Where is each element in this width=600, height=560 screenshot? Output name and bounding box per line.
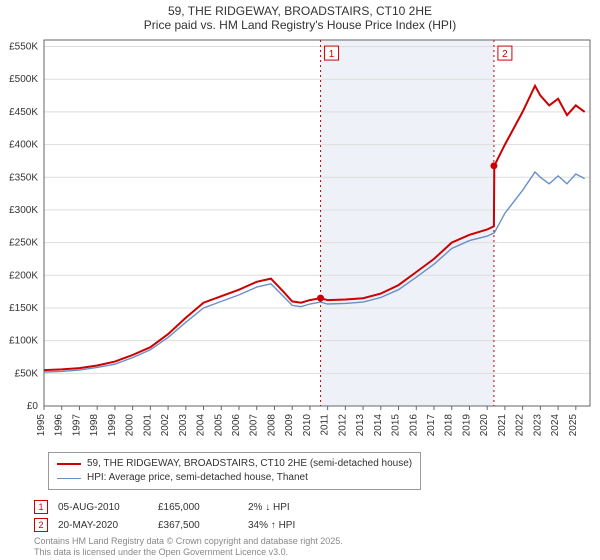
- legend-label: HPI: Average price, semi-detached house,…: [87, 471, 308, 485]
- y-tick-label: £550K: [9, 42, 38, 53]
- x-tick-label: 2007: [249, 414, 260, 436]
- marker-dot: [490, 162, 497, 169]
- y-tick-label: £350K: [9, 172, 38, 183]
- x-tick-label: 1996: [54, 414, 65, 436]
- attribution: Contains HM Land Registry data © Crown c…: [34, 536, 343, 558]
- x-tick-label: 2009: [284, 414, 295, 436]
- x-tick-label: 2017: [426, 414, 437, 436]
- x-tick-label: 1999: [107, 414, 118, 436]
- x-tick-label: 2014: [373, 414, 384, 436]
- y-tick-label: £400K: [9, 140, 38, 151]
- x-tick-label: 2003: [178, 414, 189, 436]
- sales-table: 1 05-AUG-2010 £165,000 2% ↓ HPI 2 20-MAY-2020…: [34, 498, 338, 534]
- x-tick-label: 2015: [391, 414, 402, 436]
- x-tick-label: 2008: [266, 414, 277, 436]
- chart-title-sub: Price paid vs. HM Land Registry's House …: [0, 18, 600, 32]
- y-tick-label: £500K: [9, 74, 38, 85]
- legend: 59, THE RIDGEWAY, BROADSTAIRS, CT10 2HE …: [48, 452, 421, 490]
- x-tick-label: 2005: [213, 414, 224, 436]
- chart-title-block: 59, THE RIDGEWAY, BROADSTAIRS, CT10 2HE …: [0, 4, 600, 32]
- attribution-line1: Contains HM Land Registry data © Crown c…: [34, 536, 343, 547]
- x-tick-label: 2000: [125, 414, 136, 436]
- x-tick-label: 2016: [408, 414, 419, 436]
- legend-label: 59, THE RIDGEWAY, BROADSTAIRS, CT10 2HE …: [87, 457, 412, 471]
- sales-pct: 2% ↓ HPI: [248, 502, 338, 513]
- x-tick-label: 2001: [142, 414, 153, 436]
- chart-container: 59, THE RIDGEWAY, BROADSTAIRS, CT10 2HE …: [0, 0, 600, 560]
- x-tick-label: 2011: [320, 414, 331, 436]
- y-tick-label: £450K: [9, 107, 38, 118]
- x-tick-label: 2020: [479, 414, 490, 436]
- sales-pct: 34% ↑ HPI: [248, 520, 338, 531]
- legend-swatch: [57, 478, 81, 479]
- y-tick-label: £50K: [15, 368, 39, 379]
- sales-date: 20-MAY-2020: [58, 520, 148, 531]
- sales-marker: 2: [34, 518, 48, 532]
- x-tick-label: 1997: [71, 414, 82, 436]
- sales-row: 2 20-MAY-2020 £367,500 34% ↑ HPI: [34, 516, 338, 534]
- y-tick-label: £200K: [9, 270, 38, 281]
- x-tick-label: 2002: [160, 414, 171, 436]
- x-tick-label: 2012: [337, 414, 348, 436]
- x-tick-label: 2024: [550, 414, 561, 436]
- y-tick-label: £100K: [9, 336, 38, 347]
- series-price_paid: [44, 86, 585, 370]
- marker-dot: [317, 295, 324, 302]
- x-tick-label: 1998: [89, 414, 100, 436]
- legend-row: 59, THE RIDGEWAY, BROADSTAIRS, CT10 2HE …: [57, 457, 412, 471]
- y-tick-label: £150K: [9, 303, 38, 314]
- sales-row: 1 05-AUG-2010 £165,000 2% ↓ HPI: [34, 498, 338, 516]
- attribution-line2: This data is licensed under the Open Gov…: [34, 547, 343, 558]
- legend-row: HPI: Average price, semi-detached house,…: [57, 471, 412, 485]
- x-tick-label: 2019: [461, 414, 472, 436]
- x-tick-label: 2023: [532, 414, 543, 436]
- legend-swatch: [57, 463, 81, 465]
- x-tick-label: 2025: [568, 414, 579, 436]
- chart-title-main: 59, THE RIDGEWAY, BROADSTAIRS, CT10 2HE: [0, 4, 600, 18]
- chart-svg: £0 £50K £100K £150K £200K £250K £300K £350K £400…: [0, 36, 600, 436]
- x-tick-label: 2022: [515, 414, 526, 436]
- sales-price: £165,000: [158, 502, 238, 513]
- x-tick-label: 2021: [497, 414, 508, 436]
- marker-number: 1: [329, 49, 335, 60]
- y-tick-label: £300K: [9, 205, 38, 216]
- x-tick-label: 2010: [302, 414, 313, 436]
- sales-price: £367,500: [158, 520, 238, 531]
- x-tick-label: 1995: [36, 414, 47, 436]
- plot-border: [44, 40, 590, 406]
- y-tick-label: £250K: [9, 238, 38, 249]
- x-tick-label: 2013: [355, 414, 366, 436]
- sales-marker: 1: [34, 500, 48, 514]
- x-tick-label: 2018: [444, 414, 455, 436]
- x-tick-label: 2004: [196, 414, 207, 436]
- series-hpi: [44, 172, 585, 372]
- shaded-region: [321, 40, 494, 406]
- marker-number: 2: [502, 49, 508, 60]
- y-tick-label: £0: [27, 401, 39, 412]
- sales-date: 05-AUG-2010: [58, 502, 148, 513]
- x-tick-label: 2006: [231, 414, 242, 436]
